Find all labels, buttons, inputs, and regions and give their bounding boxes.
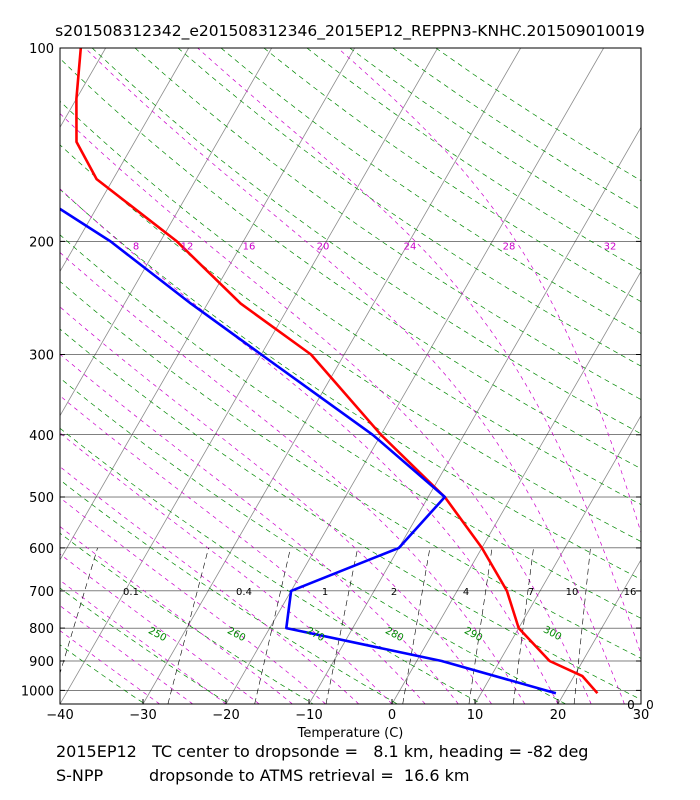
moist-adiabat-label: 32 bbox=[604, 241, 617, 252]
dry-adiabat bbox=[134, 48, 641, 400]
corner-label: 0 bbox=[627, 698, 635, 712]
x-tick-label: 0 bbox=[388, 708, 396, 723]
moist-adiabat-label: 12 bbox=[181, 241, 194, 252]
dry-adiabat bbox=[60, 587, 230, 704]
isotherm-line bbox=[60, 48, 106, 129]
plot-frame bbox=[59, 47, 642, 705]
x-tick-label: −30 bbox=[129, 708, 156, 723]
y-tick-label: 600 bbox=[29, 542, 54, 557]
mixing-ratio-line bbox=[254, 547, 291, 704]
x-tick-label: 30 bbox=[633, 708, 650, 723]
y-tick-label: 400 bbox=[29, 429, 54, 444]
moist-adiabat bbox=[60, 113, 592, 704]
dry-adiabat bbox=[60, 328, 641, 700]
moist-adiabat bbox=[60, 395, 426, 704]
dry-adiabat bbox=[349, 48, 641, 241]
x-tick-label: −40 bbox=[46, 708, 73, 723]
y-tick-label: 800 bbox=[29, 622, 54, 637]
moist-adiabat bbox=[60, 466, 360, 704]
mixing-ratio-label: 4 bbox=[463, 587, 469, 598]
mixing-ratio-label: 7 bbox=[528, 587, 534, 598]
dry-adiabat bbox=[435, 48, 641, 182]
dry-adiabat bbox=[60, 280, 641, 659]
moist-adiabat bbox=[197, 48, 641, 656]
dry-adiabat bbox=[60, 644, 145, 704]
moist-adiabat bbox=[60, 353, 459, 704]
cyan-profile bbox=[644, 591, 673, 685]
dry-adiabat-label: 300 bbox=[541, 624, 563, 643]
moist-adiabat bbox=[60, 432, 393, 704]
moist-adiabat bbox=[84, 48, 625, 704]
moist-adiabat bbox=[60, 188, 559, 704]
dry-adiabat bbox=[91, 48, 641, 435]
moist-adiabat-label: 8 bbox=[133, 241, 139, 252]
moist-adiabat-label: 16 bbox=[243, 241, 256, 252]
dry-adiabat bbox=[60, 703, 61, 704]
y-tick-label: 900 bbox=[29, 655, 54, 670]
isotherm-line bbox=[60, 48, 189, 273]
dry-adiabat bbox=[60, 188, 641, 580]
isotherm-line bbox=[60, 48, 438, 704]
moist-adiabat-label: 20 bbox=[317, 241, 330, 252]
mixing-ratio-label: 0.1 bbox=[123, 587, 139, 598]
isotherm-line bbox=[60, 48, 272, 417]
mixing-ratio-line bbox=[512, 547, 534, 704]
moist-adiabat bbox=[60, 526, 293, 704]
moist-adiabat bbox=[60, 553, 260, 704]
dewpoint-profile bbox=[60, 207, 557, 695]
mixing-ratio-label: 10 bbox=[566, 587, 579, 598]
dry-adiabat bbox=[60, 427, 482, 704]
mixing-ratio-line bbox=[167, 547, 209, 704]
isotherm-line bbox=[308, 126, 641, 704]
chart-title: s201508312342_e201508312346_2015EP12_REP… bbox=[55, 22, 645, 40]
magenta-profile bbox=[656, 591, 694, 685]
dry-adiabat bbox=[177, 48, 641, 367]
dry-adiabat bbox=[60, 234, 641, 619]
y-tick-label: 100 bbox=[29, 42, 54, 57]
isotherm-line bbox=[0, 48, 23, 704]
moist-adiabat bbox=[60, 306, 492, 704]
dry-adiabat bbox=[60, 144, 641, 542]
moist-adiabat-label: 24 bbox=[404, 241, 417, 252]
y-tick-label: 500 bbox=[29, 491, 54, 506]
temperature-profile bbox=[75, 48, 599, 695]
y-tick-label: 1000 bbox=[21, 684, 54, 699]
moist-adiabat-label: 28 bbox=[503, 241, 516, 252]
isotherm-line bbox=[640, 703, 641, 704]
mixing-ratio-line bbox=[573, 547, 591, 704]
y-tick-label: 700 bbox=[29, 585, 54, 600]
moist-adiabat bbox=[337, 48, 641, 534]
mixing-ratio-line bbox=[325, 547, 359, 704]
mixing-ratio-line bbox=[402, 547, 431, 704]
mixing-ratio-label: 2 bbox=[391, 587, 397, 598]
mixing-ratio-label: 1 bbox=[322, 587, 328, 598]
x-tick-label: 10 bbox=[467, 708, 484, 723]
isotherm-line bbox=[60, 48, 355, 561]
isotherm-line bbox=[474, 414, 641, 704]
isotherm-line bbox=[225, 48, 604, 704]
x-tick-label: −10 bbox=[295, 708, 322, 723]
mixing-ratio-line bbox=[60, 547, 98, 675]
moist-adiabat bbox=[60, 579, 227, 704]
dry-adiabat bbox=[60, 58, 641, 470]
isotherm-line bbox=[557, 559, 641, 704]
footer-distance-line: 2015EP12 TC center to dropsonde = 8.1 km… bbox=[56, 742, 589, 761]
isotherm-line bbox=[142, 48, 521, 704]
footer-retrieval-line: S-NPP dropsonde to ATMS retrieval = 16.6… bbox=[56, 766, 470, 785]
x-tick-label: −20 bbox=[212, 708, 239, 723]
dry-adiabat bbox=[60, 100, 641, 506]
y-tick-label: 200 bbox=[29, 235, 54, 250]
x-tick-label: 20 bbox=[550, 708, 567, 723]
mixing-ratio-line bbox=[468, 547, 493, 704]
x-axis-label: Temperature (C) bbox=[297, 726, 404, 741]
y-tick-label: 300 bbox=[29, 348, 54, 363]
moist-adiabat bbox=[60, 497, 326, 704]
dry-adiabat bbox=[392, 48, 641, 211]
corner-label: 0 bbox=[646, 698, 654, 712]
dry-adiabat bbox=[60, 377, 566, 704]
mixing-ratio-label: 16 bbox=[624, 587, 637, 598]
mixing-ratio-label: 0.4 bbox=[236, 587, 252, 598]
isotherm-line bbox=[391, 270, 641, 704]
